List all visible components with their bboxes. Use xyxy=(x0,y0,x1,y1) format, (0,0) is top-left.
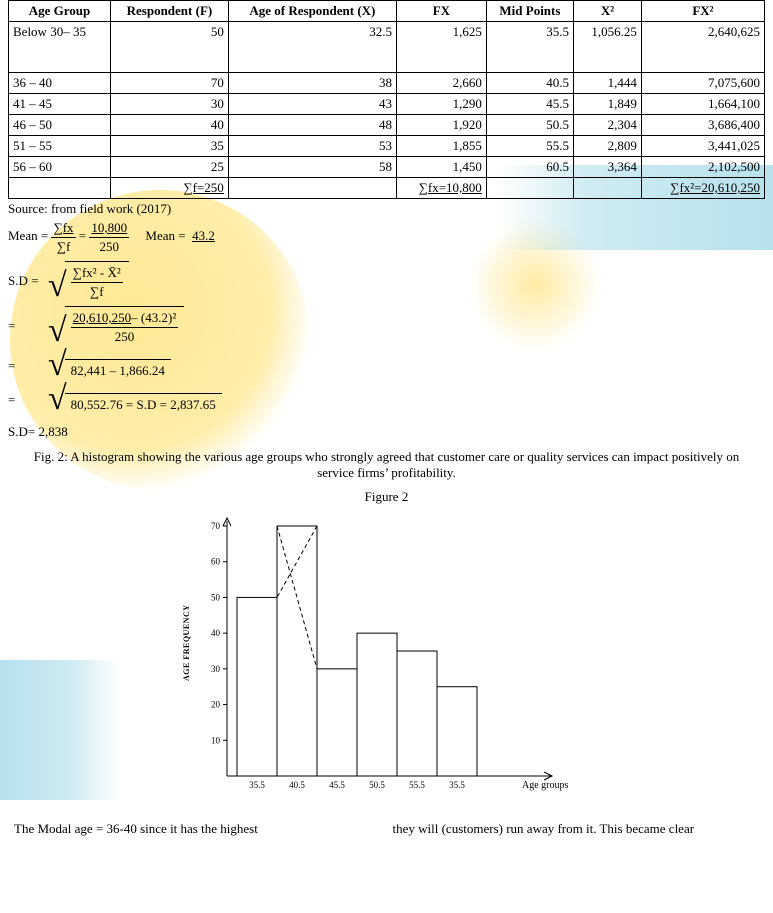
svg-text:AGE FREQUENCY: AGE FREQUENCY xyxy=(182,604,191,681)
table-row: 46 – 5040481,92050.52,3043,686,400 xyxy=(9,115,765,136)
table-row: 56 – 6025581,45060.53,3642,102,500 xyxy=(9,157,765,178)
table-row: Below 30– 355032.51,62535.51,056.252,640… xyxy=(9,22,765,73)
sd-formula: S.D = √ ∑fx² - X̄² ∑f = √ 20,610,250– (4… xyxy=(8,261,765,441)
footer-right: they will (customers) run away from it. … xyxy=(387,821,766,837)
radical-icon: √ 82,441 – 1,866.24 xyxy=(48,351,171,379)
age-distribution-table: Age Group Respondent (F) Age of Responde… xyxy=(8,0,765,199)
svg-text:50.5: 50.5 xyxy=(369,780,385,790)
footer-text: The Modal age = 36-40 since it has the h… xyxy=(8,821,765,837)
radical-icon: √ 20,610,250– (43.2)² 250 xyxy=(48,306,184,345)
table-row: 36 – 4070382,66040.51,4447,075,600 xyxy=(9,73,765,94)
table-header-row: Age Group Respondent (F) Age of Responde… xyxy=(9,1,765,22)
svg-text:20: 20 xyxy=(211,699,221,709)
svg-text:70: 70 xyxy=(211,521,221,531)
col-age: Age Group xyxy=(9,1,111,22)
svg-text:Age groups: Age groups xyxy=(522,780,568,791)
mean-numeric-fraction: 10,800 250 xyxy=(89,219,129,255)
mean-calc: Mean = ∑fx ∑f = 10,800 250 Mean = 43.2 xyxy=(8,219,765,255)
radical-icon: √ 80,552.76 = S.D = 2,837.65 xyxy=(48,385,222,413)
svg-text:50: 50 xyxy=(211,592,221,602)
svg-text:10: 10 xyxy=(211,735,221,745)
figure-label: Figure 2 xyxy=(30,489,743,505)
age-histogram: 10 20 30 40 50 60 70 35.5 40.5 45.5 50.5 55.5 35.5 Ag… xyxy=(172,511,602,811)
mean-symbolic-fraction: ∑fx ∑f xyxy=(51,219,75,255)
col-fx: FX xyxy=(396,1,486,22)
table-row: 51 – 5535531,85555.52,8093,441,025 xyxy=(9,136,765,157)
col-mid: Mid Points xyxy=(486,1,573,22)
table-sum-row: ∑f=250∑fx=10,800∑fx²=20,610,250 xyxy=(9,178,765,199)
col-x2: X² xyxy=(574,1,642,22)
svg-text:35.5: 35.5 xyxy=(249,780,265,790)
svg-text:45.5: 45.5 xyxy=(329,780,345,790)
col-x: Age of Respondent (X) xyxy=(228,1,396,22)
svg-text:60: 60 xyxy=(211,557,221,567)
svg-text:40.5: 40.5 xyxy=(289,780,305,790)
sd-final: S.D= 2,838 xyxy=(8,423,765,441)
svg-text:55.5: 55.5 xyxy=(409,780,425,790)
col-f: Respondent (F) xyxy=(111,1,229,22)
table-row: 41 – 4530431,29045.51,8491,664,100 xyxy=(9,94,765,115)
svg-text:30: 30 xyxy=(211,664,221,674)
col-fx2: FX² xyxy=(641,1,764,22)
svg-text:35.5: 35.5 xyxy=(449,780,465,790)
svg-text:40: 40 xyxy=(211,628,221,638)
radical-icon: √ ∑fx² - X̄² ∑f xyxy=(48,261,129,300)
mean-label: Mean = xyxy=(8,228,51,243)
mean-result: 43.2 xyxy=(192,228,215,243)
footer-left: The Modal age = 36-40 since it has the h… xyxy=(8,821,387,837)
source-line: Source: from field work (2017) xyxy=(8,201,765,217)
figure-caption: Fig. 2: A histogram showing the various … xyxy=(30,449,743,481)
